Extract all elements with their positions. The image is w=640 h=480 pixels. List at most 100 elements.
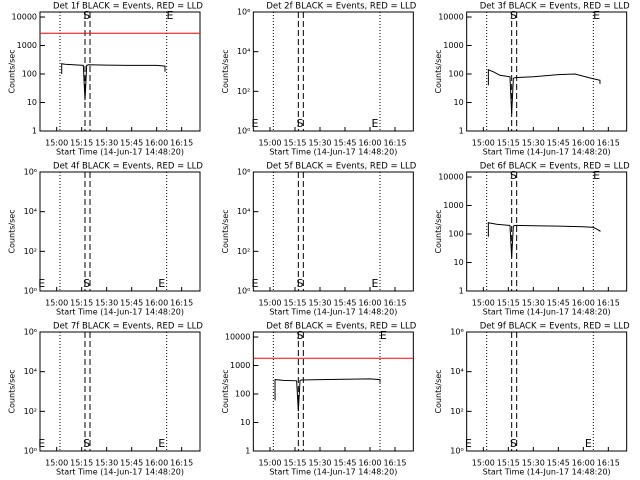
x-tick-label: 15:00 (258, 459, 281, 468)
x-axis-label: Start Time (14-Jun-17 14:48:20) (483, 148, 611, 157)
x-tick-label: 15:45 (547, 139, 570, 148)
plot-frame (466, 331, 628, 452)
x-tick-label: 16:00 (358, 139, 381, 148)
x-tick-label: 15:45 (547, 459, 570, 468)
plot-frame (466, 171, 628, 292)
x-tick-label: 15:30 (522, 139, 545, 148)
annotation: E (465, 437, 472, 450)
annotation: E (158, 277, 165, 290)
annotation: S (83, 277, 90, 290)
data-line (61, 63, 166, 101)
x-tick-label: 15:15 (283, 299, 306, 308)
annotation: E (585, 437, 592, 450)
y-tick-label: 10 (240, 418, 250, 427)
panel-title: Det 3f BLACK = Events, RED = LLD (480, 2, 630, 12)
annotation: S (83, 9, 90, 22)
x-tick-label: 16:15 (170, 139, 193, 148)
annotation: E (158, 437, 165, 450)
panel-title: Det 7f BLACK = Events, RED = LLD (53, 322, 203, 332)
x-tick-label: 15:00 (472, 459, 495, 468)
x-tick-label: 15:15 (497, 459, 520, 468)
y-tick-label: 1000 (17, 41, 37, 50)
annotation: S (297, 277, 304, 290)
x-tick-label: 16:00 (572, 459, 595, 468)
x-axis-label: Start Time (14-Jun-17 14:48:20) (56, 468, 184, 477)
panel: Det 2f BLACK = Events, RED = LLD 10⁰ 10² 10… (221, 2, 417, 157)
y-tick-label: 10⁶ (237, 8, 250, 17)
y-tick-label: 10 (453, 98, 463, 107)
x-axis-label: Start Time (14-Jun-17 14:48:20) (483, 468, 611, 477)
x-tick-label: 16:00 (145, 459, 168, 468)
panel: Det 8f BLACK = Events, RED = LLD 1 10 100 10… (221, 322, 417, 477)
x-tick-label: 15:00 (45, 139, 68, 148)
x-tick-label: 15:30 (522, 299, 545, 308)
plot-frame (252, 11, 414, 132)
x-tick-label: 15:45 (333, 459, 356, 468)
y-tick-label: 100 (448, 230, 463, 239)
x-tick-label: 16:00 (572, 299, 595, 308)
annotation: E (593, 9, 600, 22)
panel: Det 9f BLACK = Events, RED = LLD 10⁰ 10² 10… (434, 322, 630, 477)
annotation: S (510, 9, 517, 22)
annotation: E (167, 9, 174, 22)
panel-title: Det 2f BLACK = Events, RED = LLD (266, 2, 416, 12)
x-tick-label: 16:15 (383, 139, 406, 148)
y-tick-label: 10⁰ (237, 287, 250, 296)
plot-frame (466, 11, 628, 132)
x-tick-label: 15:00 (258, 139, 281, 148)
x-tick-label: 15:15 (70, 139, 93, 148)
plot-frame (252, 171, 414, 292)
y-tick-label: 10⁰ (237, 127, 250, 136)
y-tick-label: 10 (27, 98, 37, 107)
x-axis-label: Start Time (14-Jun-17 14:48:20) (56, 308, 184, 317)
x-tick-label: 15:15 (497, 299, 520, 308)
x-tick-label: 16:15 (383, 299, 406, 308)
annotation: E (593, 169, 600, 182)
annotation: E (252, 117, 259, 130)
y-tick-label: 10000 (438, 13, 463, 22)
x-tick-label: 15:30 (522, 459, 545, 468)
y-tick-label: 10⁰ (450, 447, 463, 456)
y-tick-label: 1000 (443, 201, 463, 210)
annotation: S (83, 437, 90, 450)
panel: Det 7f BLACK = Events, RED = LLD 10⁰ 10² 10… (8, 322, 204, 477)
annotation: E (372, 117, 379, 130)
panel-title: Det 1f BLACK = Events, RED = LLD (53, 2, 203, 12)
panel-title: Det 4f BLACK = Events, RED = LLD (53, 162, 203, 172)
panel-title: Det 5f BLACK = Events, RED = LLD (266, 162, 416, 172)
y-tick-label: 10⁴ (24, 367, 37, 376)
x-axis-label: Start Time (14-Jun-17 14:48:20) (269, 148, 397, 157)
panel: Det 3f BLACK = Events, RED = LLD 1 10 100 10… (434, 2, 630, 157)
x-tick-label: 15:00 (472, 139, 495, 148)
x-tick-label: 15:15 (70, 299, 93, 308)
x-tick-label: 15:30 (308, 459, 331, 468)
x-tick-label: 15:45 (547, 299, 570, 308)
x-axis-label: Start Time (14-Jun-17 14:48:20) (269, 308, 397, 317)
y-axis-label: Counts/sec (434, 209, 443, 253)
y-axis-label: Counts/sec (221, 369, 230, 413)
y-tick-label: 10² (24, 407, 37, 416)
y-tick-label: 10000 (12, 13, 37, 22)
x-tick-label: 16:15 (170, 459, 193, 468)
plot-frame (252, 331, 414, 452)
x-tick-label: 15:00 (472, 299, 495, 308)
x-tick-label: 16:15 (597, 139, 620, 148)
y-tick-label: 100 (22, 70, 37, 79)
panel-title: Det 8f BLACK = Events, RED = LLD (266, 322, 416, 332)
plot-frame (39, 11, 201, 132)
x-tick-label: 15:00 (258, 299, 281, 308)
y-tick-label: 10⁴ (237, 207, 250, 216)
panel: Det 5f BLACK = Events, RED = LLD 10⁰ 10² 10… (221, 162, 417, 317)
y-tick-label: 10 (453, 258, 463, 267)
panel-title: Det 9f BLACK = Events, RED = LLD (480, 322, 630, 332)
y-tick-label: 100 (235, 390, 250, 399)
y-axis-label: Counts/sec (434, 369, 443, 413)
x-tick-label: 15:15 (497, 139, 520, 148)
y-tick-label: 10⁴ (450, 367, 463, 376)
x-tick-label: 15:45 (120, 139, 143, 148)
y-tick-label: 10² (450, 407, 463, 416)
y-tick-label: 10000 (225, 333, 250, 342)
y-axis-label: Counts/sec (8, 209, 17, 253)
x-tick-label: 16:15 (170, 299, 193, 308)
